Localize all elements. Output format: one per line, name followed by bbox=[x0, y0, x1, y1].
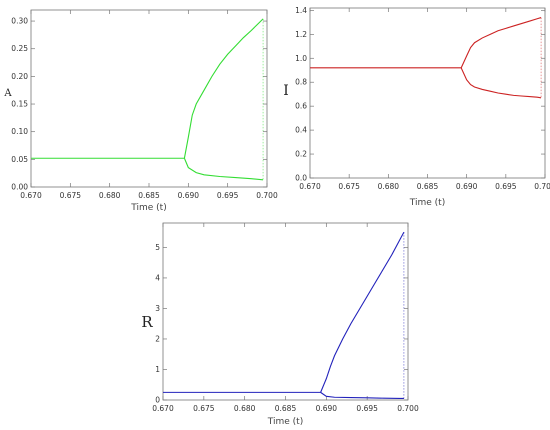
x-tick-label: 0.700 bbox=[397, 404, 419, 413]
x-tick-label: 0.675 bbox=[338, 182, 360, 191]
x-axis-label: Time (t) bbox=[409, 198, 445, 208]
x-tick-label: 0.670 bbox=[152, 404, 174, 413]
series-line-2 bbox=[183, 18, 264, 159]
x-tick-label: 0.690 bbox=[316, 404, 338, 413]
x-tick-label: 0.680 bbox=[234, 404, 256, 413]
y-tick-label: 0.4 bbox=[295, 126, 307, 135]
x-axis-label: Time (t) bbox=[267, 417, 303, 427]
y-tick-label: 4 bbox=[155, 273, 160, 282]
y-tick-label: 2 bbox=[155, 334, 160, 343]
x-tick-label: 0.680 bbox=[378, 182, 400, 191]
series-line-3 bbox=[320, 391, 404, 400]
chart-panel-1: 0.670 0.675 0.680 0.685 0.690 0.695 0.700 0.00 0… bbox=[3, 9, 278, 213]
x-tick-label: 0.670 bbox=[20, 191, 42, 200]
y-tick-label: 0.2 bbox=[295, 150, 307, 159]
x-tick-label: 0.670 bbox=[299, 182, 321, 191]
series-line-3 bbox=[460, 67, 542, 99]
x-tick-label: 0.700 bbox=[256, 191, 278, 200]
y-tick-label: 0.25 bbox=[11, 44, 28, 53]
x-tick-label: 0.685 bbox=[275, 404, 297, 413]
y-axis-label: I bbox=[283, 83, 289, 99]
plot-frame bbox=[30, 9, 268, 188]
x-tick-label: 0.680 bbox=[99, 191, 121, 200]
plot-frame bbox=[309, 7, 546, 179]
series-line-2 bbox=[460, 17, 542, 69]
x-tick-label: 0.675 bbox=[193, 404, 215, 413]
y-tick-label: 1.2 bbox=[295, 30, 307, 39]
y-tick-label: 0.05 bbox=[11, 155, 28, 164]
y-tick-label: 1.4 bbox=[295, 6, 307, 15]
x-tick-label: 0.690 bbox=[178, 191, 200, 200]
chart-panel-2: 0.670 0.675 0.680 0.685 0.690 0.695 0.700 0.0 0.… bbox=[283, 6, 550, 208]
plot-frame bbox=[162, 222, 409, 401]
y-axis-label: A bbox=[3, 88, 12, 99]
y-tick-label: 3 bbox=[155, 304, 160, 313]
y-tick-label: 0.10 bbox=[11, 127, 28, 136]
x-tick-label: 0.675 bbox=[60, 191, 82, 200]
y-tick-label: 0.8 bbox=[295, 78, 307, 87]
x-tick-label: 0.685 bbox=[138, 191, 160, 200]
x-tick-label: 0.690 bbox=[456, 182, 478, 191]
y-tick-label: 1 bbox=[155, 365, 160, 374]
y-tick-label: 1.0 bbox=[295, 54, 307, 63]
x-tick-label: 0.695 bbox=[217, 191, 239, 200]
y-axis-label: R bbox=[141, 313, 153, 331]
x-tick-label: 0.700 bbox=[534, 182, 550, 191]
y-tick-label: 0.00 bbox=[11, 183, 28, 192]
y-tick-label: 0.0 bbox=[295, 174, 307, 183]
y-tick-label: 0.6 bbox=[295, 102, 307, 111]
x-tick-label: 0.695 bbox=[356, 404, 378, 413]
y-tick-label: 0.20 bbox=[11, 72, 28, 81]
series-line-2 bbox=[320, 231, 405, 393]
y-tick-label: 0.15 bbox=[11, 100, 28, 109]
y-tick-label: 5 bbox=[155, 243, 160, 252]
x-tick-label: 0.685 bbox=[417, 182, 439, 191]
y-tick-label: 0 bbox=[155, 396, 160, 405]
x-tick-label: 0.695 bbox=[495, 182, 517, 191]
chart-panel-3: 0.670 0.675 0.680 0.685 0.690 0.695 0.700 0 1 2 3 4… bbox=[141, 222, 419, 427]
series-line-3 bbox=[183, 158, 264, 181]
x-axis-label: Time (t) bbox=[130, 203, 166, 213]
y-tick-label: 0.30 bbox=[11, 17, 28, 26]
